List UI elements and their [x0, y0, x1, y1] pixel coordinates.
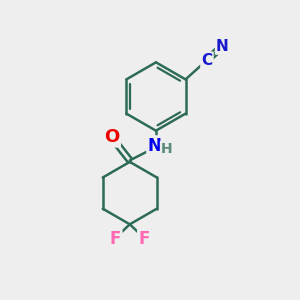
Text: C: C — [201, 52, 212, 68]
Text: F: F — [138, 230, 150, 248]
Text: H: H — [160, 142, 172, 155]
Text: O: O — [104, 128, 120, 146]
Text: N: N — [148, 136, 161, 154]
Text: N: N — [216, 39, 229, 54]
Text: F: F — [110, 230, 121, 248]
